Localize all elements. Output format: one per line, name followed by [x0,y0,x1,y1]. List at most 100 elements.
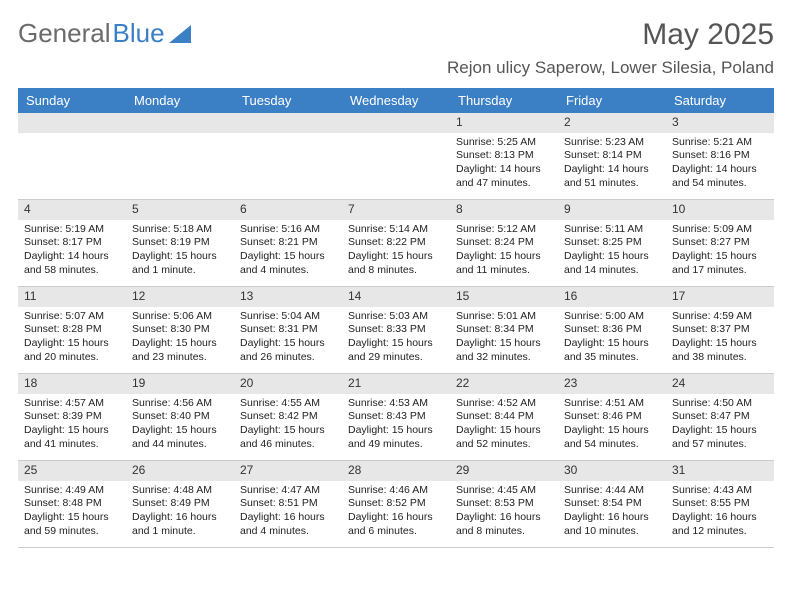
day-detail-line: Sunset: 8:36 PM [564,323,660,337]
day-number: 13 [234,287,342,307]
day-detail-line: Sunrise: 5:00 AM [564,310,660,324]
day-detail-line: and 1 minute. [132,525,228,539]
day-number: 21 [342,374,450,394]
day-number: 2 [558,113,666,133]
week-row: 18Sunrise: 4:57 AMSunset: 8:39 PMDayligh… [18,374,774,461]
day-header: Monday [126,88,234,113]
day-detail-line: and 4 minutes. [240,525,336,539]
day-detail-line: Daylight: 14 hours [24,250,120,264]
day-detail-line: and 59 minutes. [24,525,120,539]
day-header: Saturday [666,88,774,113]
day-detail-line: Sunrise: 4:51 AM [564,397,660,411]
day-detail-line: Sunrise: 5:04 AM [240,310,336,324]
day-detail-line: Daylight: 15 hours [132,337,228,351]
day-cell [342,113,450,199]
day-detail-line: Daylight: 15 hours [240,250,336,264]
day-cell: 13Sunrise: 5:04 AMSunset: 8:31 PMDayligh… [234,287,342,373]
day-detail-line: and 35 minutes. [564,351,660,365]
day-number: 24 [666,374,774,394]
weeks-container: 1Sunrise: 5:25 AMSunset: 8:13 PMDaylight… [18,113,774,548]
day-number: 16 [558,287,666,307]
day-cell: 6 Sunrise: 5:16 AMSunset: 8:21 PMDaylight… [234,200,342,286]
day-detail-line: Sunrise: 5:23 AM [564,136,660,150]
day-detail-line: Sunset: 8:37 PM [672,323,768,337]
day-cell: 15Sunrise: 5:01 AMSunset: 8:34 PMDayligh… [450,287,558,373]
day-detail-line: Sunrise: 4:53 AM [348,397,444,411]
day-detail-line: Daylight: 15 hours [348,337,444,351]
day-cell: 16Sunrise: 5:00 AMSunset: 8:36 PMDayligh… [558,287,666,373]
day-detail-line: Daylight: 15 hours [132,250,228,264]
day-detail-line: Sunrise: 4:46 AM [348,484,444,498]
day-detail-line: and 14 minutes. [564,264,660,278]
day-number [342,113,450,133]
day-detail-line: Daylight: 15 hours [348,424,444,438]
day-number: 9 [558,200,666,220]
day-number [126,113,234,133]
day-number: 22 [450,374,558,394]
day-detail-line: Sunset: 8:16 PM [672,149,768,163]
day-cell [126,113,234,199]
day-detail-line: Sunset: 8:30 PM [132,323,228,337]
day-detail-line: Sunrise: 5:16 AM [240,223,336,237]
day-detail-line: Sunset: 8:28 PM [24,323,120,337]
day-detail-line: and 20 minutes. [24,351,120,365]
day-detail-line: and 49 minutes. [348,438,444,452]
day-detail-line: Sunset: 8:53 PM [456,497,552,511]
day-number: 14 [342,287,450,307]
day-detail-line: Sunset: 8:13 PM [456,149,552,163]
day-detail-line: Daylight: 15 hours [672,337,768,351]
day-detail-line: Daylight: 16 hours [456,511,552,525]
day-detail-line: and 32 minutes. [456,351,552,365]
day-detail-line: Sunrise: 4:52 AM [456,397,552,411]
day-detail-line: Sunrise: 4:57 AM [24,397,120,411]
day-cell: 25Sunrise: 4:49 AMSunset: 8:48 PMDayligh… [18,461,126,547]
day-detail-line: and 26 minutes. [240,351,336,365]
day-number: 27 [234,461,342,481]
day-detail-line: Daylight: 16 hours [348,511,444,525]
day-detail-line: Sunrise: 4:50 AM [672,397,768,411]
day-detail-line: and 51 minutes. [564,177,660,191]
day-detail-line: Daylight: 15 hours [672,250,768,264]
day-detail-line: Sunrise: 5:12 AM [456,223,552,237]
day-detail-line: Sunset: 8:21 PM [240,236,336,250]
day-cell: 31Sunrise: 4:43 AMSunset: 8:55 PMDayligh… [666,461,774,547]
day-number: 29 [450,461,558,481]
day-detail-line: and 57 minutes. [672,438,768,452]
day-number: 6 [234,200,342,220]
day-detail-line: Sunrise: 4:49 AM [24,484,120,498]
day-detail-line: Sunrise: 4:43 AM [672,484,768,498]
day-detail-line: Sunset: 8:14 PM [564,149,660,163]
day-number: 12 [126,287,234,307]
day-detail-line: Sunrise: 5:18 AM [132,223,228,237]
day-cell: 18Sunrise: 4:57 AMSunset: 8:39 PMDayligh… [18,374,126,460]
day-detail-line: Sunset: 8:51 PM [240,497,336,511]
day-detail-line: Sunrise: 5:25 AM [456,136,552,150]
day-detail-line: Daylight: 16 hours [672,511,768,525]
header: GeneralBlue May 2025 Rejon ulicy Saperow… [18,18,774,78]
day-detail-line: Sunset: 8:54 PM [564,497,660,511]
day-detail-line: Sunset: 8:39 PM [24,410,120,424]
day-header: Friday [558,88,666,113]
day-detail-line: Sunrise: 4:48 AM [132,484,228,498]
day-number: 8 [450,200,558,220]
calendar-grid: Sunday Monday Tuesday Wednesday Thursday… [18,88,774,548]
day-number: 7 [342,200,450,220]
day-detail-line: and 8 minutes. [348,264,444,278]
day-detail-line: Sunset: 8:43 PM [348,410,444,424]
day-cell: 24Sunrise: 4:50 AMSunset: 8:47 PMDayligh… [666,374,774,460]
day-detail-line: and 47 minutes. [456,177,552,191]
day-number: 15 [450,287,558,307]
day-detail-line: and 8 minutes. [456,525,552,539]
day-detail-line: Sunset: 8:42 PM [240,410,336,424]
day-cell: 27Sunrise: 4:47 AMSunset: 8:51 PMDayligh… [234,461,342,547]
title-block: May 2025 Rejon ulicy Saperow, Lower Sile… [447,18,774,78]
logo-text-gray: General [18,18,111,49]
day-detail-line: Daylight: 15 hours [564,424,660,438]
day-detail-line: Sunrise: 5:07 AM [24,310,120,324]
day-detail-line: Sunrise: 5:09 AM [672,223,768,237]
day-cell: 9Sunrise: 5:11 AMSunset: 8:25 PMDaylight… [558,200,666,286]
day-detail-line: and 38 minutes. [672,351,768,365]
day-detail-line: Sunrise: 4:45 AM [456,484,552,498]
day-detail-line: Sunrise: 5:14 AM [348,223,444,237]
day-detail-line: Sunset: 8:46 PM [564,410,660,424]
